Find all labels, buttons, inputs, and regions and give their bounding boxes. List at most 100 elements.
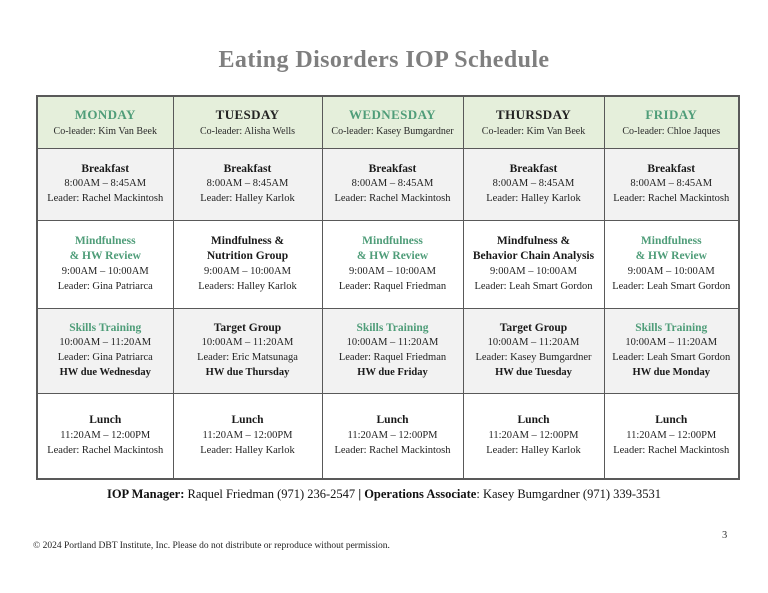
day-name: THURSDAY [496, 106, 571, 122]
activity-time: 9:00AM – 10:00AM [490, 265, 577, 277]
cell-thu-skills: Target Group 10:00AM – 11:20AM Leader: K… [462, 307, 605, 394]
activity-title: Target Group [499, 321, 568, 334]
activity-time: 11:20AM – 12:00PM [347, 429, 438, 441]
activity-leader: Leader: Rachel Mackintosh [613, 444, 730, 456]
activity-leader: Leader: Gina Patriarca [57, 280, 153, 292]
activity-title: Skills Training [69, 321, 142, 334]
activity-title: Breakfast [368, 162, 417, 175]
row-breakfast: Breakfast 8:00AM – 8:45AM Leader: Rachel… [36, 147, 740, 221]
activity-time: 8:00AM – 8:45AM [64, 178, 147, 190]
day-header-thursday: THURSDAY Co-leader: Kim Van Beek [462, 95, 605, 149]
activity-title: Mindfulness & HW Review [635, 234, 707, 263]
activity-title: Skills Training [635, 321, 708, 334]
cell-mon-lunch: Lunch 11:20AM – 12:00PM Leader: Rachel M… [36, 392, 174, 480]
cell-fri-breakfast: Breakfast 8:00AM – 8:45AM Leader: Rachel… [603, 147, 740, 221]
activity-title: Mindfulness & Nutrition Group [206, 234, 289, 263]
activity-time: 8:00AM – 8:45AM [630, 178, 713, 190]
activity-leader: Leader: Halley Karlok [486, 192, 581, 204]
cell-wed-lunch: Lunch 11:20AM – 12:00PM Leader: Rachel M… [321, 392, 464, 480]
activity-time: 9:00AM – 10:00AM [349, 265, 436, 277]
activity-time: 9:00AM – 10:00AM [204, 265, 291, 277]
row-lunch: Lunch 11:20AM – 12:00PM Leader: Rachel M… [36, 392, 740, 480]
cell-fri-skills: Skills Training 10:00AM – 11:20AM Leader… [603, 307, 740, 394]
day-header-wednesday: WEDNESDAY Co-leader: Kasey Bumgardner [321, 95, 464, 149]
activity-title: Skills Training [356, 321, 429, 334]
activity-title: Target Group [213, 321, 282, 334]
activity-title: Lunch [655, 414, 688, 427]
day-co-leader: Co-leader: Kasey Bumgardner [331, 125, 454, 137]
activity-time: 9:00AM – 10:00AM [61, 265, 149, 277]
activity-leader: Leader: Raquel Friedman [338, 280, 447, 292]
activity-leader: Leader: Raquel Friedman [338, 351, 447, 363]
iop-manager-value: Raquel Friedman (971) 236-2547 [184, 487, 359, 501]
activity-homework: HW due Thursday [205, 366, 290, 378]
copyright-notice: © 2024 Portland DBT Institute, Inc. Plea… [33, 541, 390, 551]
day-name: MONDAY [74, 106, 136, 122]
cell-wed-skills: Skills Training 10:00AM – 11:20AM Leader… [321, 307, 464, 394]
activity-leader: Leader: Eric Matsunaga [197, 351, 298, 363]
cell-wed-mindfulness: Mindfulness & HW Review 9:00AM – 10:00AM… [321, 219, 464, 309]
activity-time: 11:20AM – 12:00PM [488, 429, 579, 441]
activity-leader: Leader: Leah Smart Gordon [612, 280, 731, 292]
cell-thu-mindfulness: Mindfulness & Behavior Chain Analysis 9:… [462, 219, 605, 309]
activity-title: Lunch [376, 414, 409, 427]
activity-homework: HW due Wednesday [59, 366, 151, 378]
activity-leader: Leader: Rachel Mackintosh [47, 444, 164, 456]
activity-leader: Leader: Rachel Mackintosh [334, 444, 451, 456]
activity-time: 10:00AM – 11:20AM [487, 337, 580, 349]
day-co-leader: Co-leader: Kim Van Beek [481, 125, 586, 137]
row-mindfulness: Mindfulness & HW Review 9:00AM – 10:00AM… [36, 219, 740, 309]
day-header-monday: MONDAY Co-leader: Kim Van Beek [36, 95, 174, 149]
cell-fri-mindfulness: Mindfulness & HW Review 9:00AM – 10:00AM… [603, 219, 740, 309]
activity-leader: Leader: Halley Karlok [200, 444, 295, 456]
activity-title: Mindfulness & HW Review [69, 234, 141, 263]
activity-time: 10:00AM – 11:20AM [201, 337, 294, 349]
activity-time: 9:00AM – 10:00AM [627, 265, 715, 277]
day-name: FRIDAY [645, 106, 698, 122]
activity-leader: Leader: Gina Patriarca [57, 351, 153, 363]
activity-leader: Leaders: Halley Karlok [198, 280, 297, 292]
cell-tue-skills: Target Group 10:00AM – 11:20AM Leader: E… [172, 307, 323, 394]
activity-time: 10:00AM – 11:20AM [625, 337, 718, 349]
activity-time: 11:20AM – 12:00PM [626, 429, 717, 441]
activity-time: 8:00AM – 8:45AM [206, 178, 289, 190]
day-co-leader: Co-leader: Chloe Jaques [622, 125, 721, 137]
page-number: 3 [722, 530, 728, 541]
cell-fri-lunch: Lunch 11:20AM – 12:00PM Leader: Rachel M… [603, 392, 740, 480]
day-name: TUESDAY [215, 106, 280, 122]
activity-time: 11:20AM – 12:00PM [60, 429, 151, 441]
cell-mon-mindfulness: Mindfulness & HW Review 9:00AM – 10:00AM… [36, 219, 174, 309]
operations-associate-value: : Kasey Bumgardner (971) 339-3531 [476, 487, 662, 501]
day-header-friday: FRIDAY Co-leader: Chloe Jaques [603, 95, 740, 149]
activity-leader: Leader: Leah Smart Gordon [474, 280, 593, 292]
activity-leader: Leader: Rachel Mackintosh [613, 192, 730, 204]
activity-leader: Leader: Rachel Mackintosh [334, 192, 451, 204]
activity-title: Mindfulness & HW Review [356, 234, 429, 263]
activity-title: Lunch [89, 414, 122, 427]
footer-separator: | [358, 487, 365, 501]
activity-leader: Leader: Leah Smart Gordon [612, 351, 731, 363]
day-name: WEDNESDAY [349, 106, 436, 122]
activity-leader: Leader: Halley Karlok [486, 444, 581, 456]
day-header-row: MONDAY Co-leader: Kim Van Beek TUESDAY C… [36, 95, 740, 149]
activity-title: Lunch [231, 414, 264, 427]
contact-info-line: IOP Manager: Raquel Friedman (971) 236-2… [0, 487, 768, 502]
activity-title: Breakfast [223, 162, 272, 175]
activity-time: 8:00AM – 8:45AM [492, 178, 575, 190]
activity-title: Mindfulness & Behavior Chain Analysis [472, 234, 595, 263]
cell-tue-breakfast: Breakfast 8:00AM – 8:45AM Leader: Halley… [172, 147, 323, 221]
activity-homework: HW due Monday [632, 366, 710, 378]
activity-leader: Leader: Halley Karlok [200, 192, 295, 204]
cell-mon-skills: Skills Training 10:00AM – 11:20AM Leader… [36, 307, 174, 394]
day-co-leader: Co-leader: Kim Van Beek [53, 125, 157, 137]
operations-associate-label: Operations Associate [364, 487, 477, 501]
cell-tue-mindfulness: Mindfulness & Nutrition Group 9:00AM – 1… [172, 219, 323, 309]
cell-thu-breakfast: Breakfast 8:00AM – 8:45AM Leader: Halley… [462, 147, 605, 221]
activity-time: 11:20AM – 12:00PM [202, 429, 293, 441]
activity-leader: Leader: Rachel Mackintosh [47, 192, 164, 204]
cell-mon-breakfast: Breakfast 8:00AM – 8:45AM Leader: Rachel… [36, 147, 174, 221]
activity-leader: Leader: Kasey Bumgardner [475, 351, 592, 363]
cell-tue-lunch: Lunch 11:20AM – 12:00PM Leader: Halley K… [172, 392, 323, 480]
activity-time: 8:00AM – 8:45AM [351, 178, 434, 190]
